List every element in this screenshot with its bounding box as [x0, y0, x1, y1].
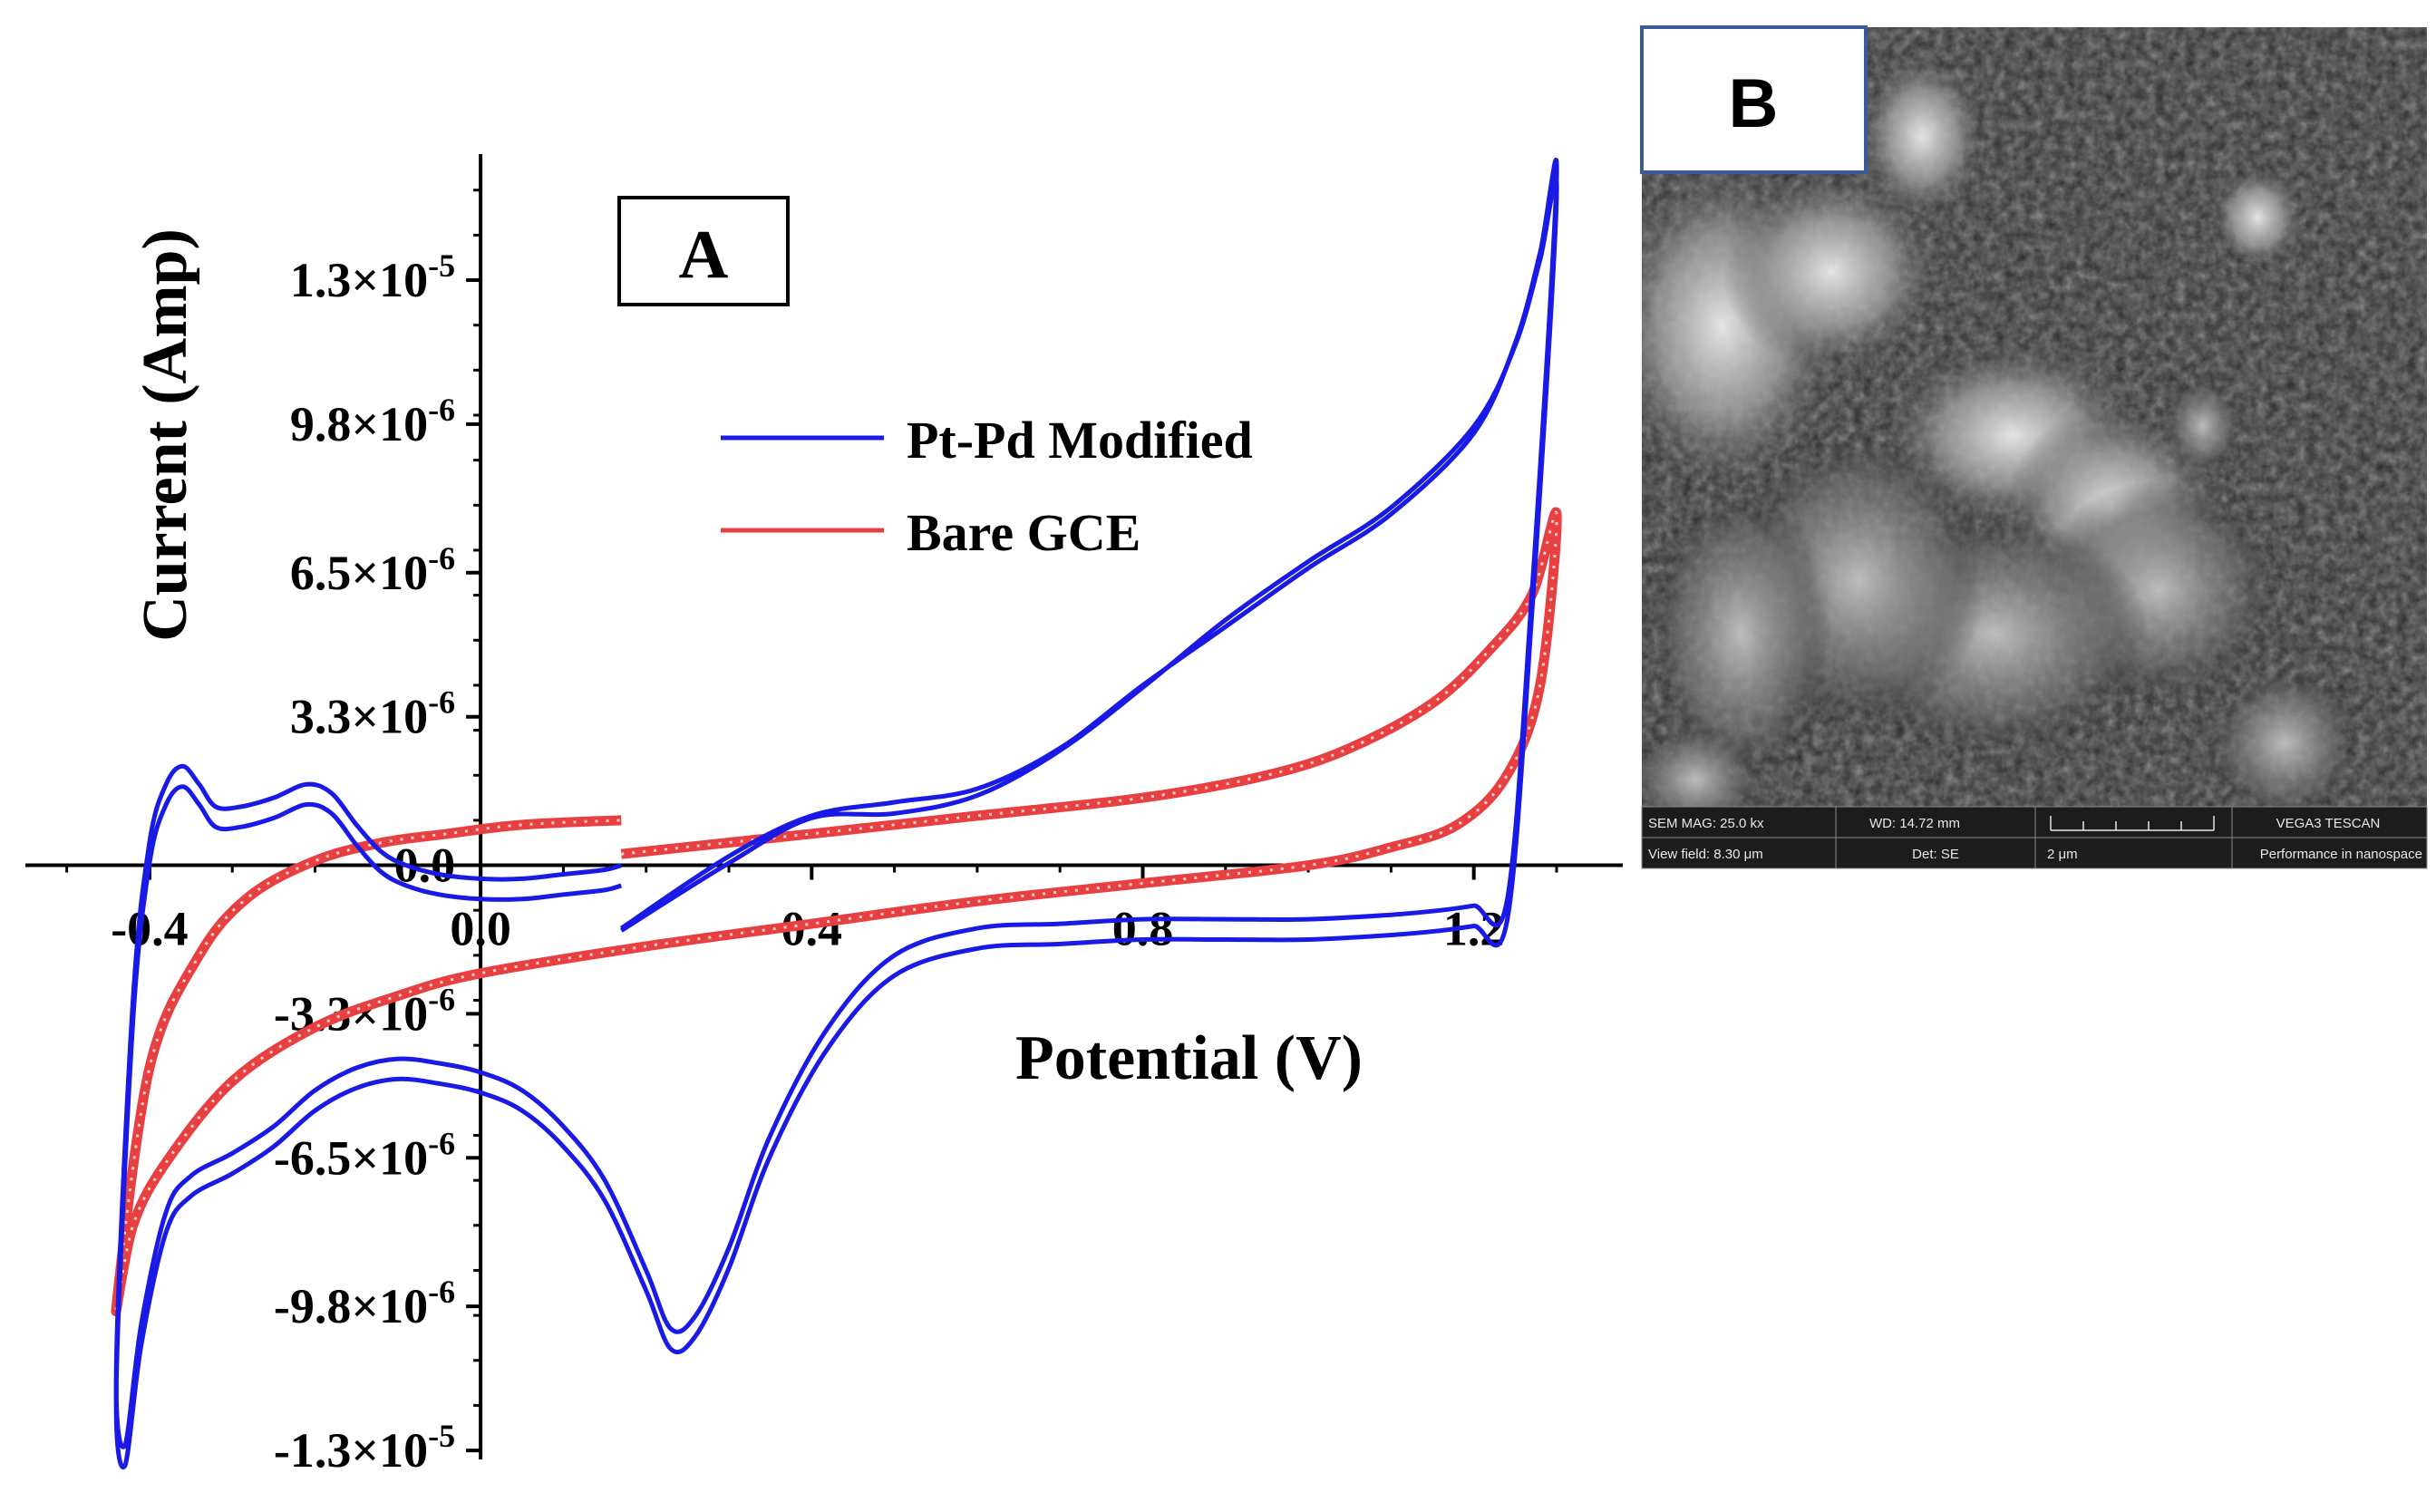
legend-label-pt-pd: Pt-Pd Modified — [907, 411, 1253, 470]
panel-a-chart: -0.4 0.0 0.4 0.8 1.2 1.3×10-5 9.8×10-6 6.5×10-… — [25, 154, 1623, 1478]
x-tick-label: -0.4 — [111, 902, 188, 956]
panel-b-label-box — [1640, 25, 1868, 174]
series-pt-pd-curve — [113, 176, 1559, 1470]
y-tick-label: -6.5×10-6 — [274, 1125, 455, 1185]
series-layer — [111, 157, 1562, 1470]
panel-a-label-box — [617, 196, 790, 306]
sem-scale-ruler — [2050, 816, 2215, 831]
y-tick-label: 3.3×10-6 — [290, 684, 455, 744]
y-tick-label: 6.5×10-6 — [290, 540, 455, 600]
legend: Pt-Pd Modified Bare GCE — [721, 411, 1253, 562]
legend-label-bare-gce: Bare GCE — [907, 503, 1140, 562]
x-ticks: -0.4 0.0 0.4 0.8 1.2 — [65, 865, 1558, 956]
panel-b-sem-image: SEM MAG: 25.0 kx WD: 14.72 mm VEGA3 TESC… — [1640, 25, 2428, 869]
series-pt-pd-curve — [113, 157, 1559, 1449]
y-tick-label: -9.8×10-6 — [274, 1274, 455, 1333]
sem-wd: WD: 14.72 mm — [1869, 816, 1960, 831]
y-tick-label: 1.3×10-5 — [290, 247, 455, 307]
sem-det: Det: SE — [1912, 847, 1959, 862]
sem-scale-label: 2 μm — [2047, 847, 2078, 862]
sem-vega: VEGA3 TESCAN — [2276, 816, 2381, 831]
x-axis-title: Potential (V) — [1015, 1023, 1363, 1093]
sem-mag: SEM MAG: 25.0 kx — [1648, 816, 1764, 831]
y-axis-title: Current (Amp) — [131, 228, 200, 642]
y-tick-label: -1.3×10-5 — [274, 1418, 455, 1478]
sem-view-field: View field: 8.30 μm — [1648, 847, 1763, 862]
x-tick-label: 0.8 — [1112, 902, 1174, 956]
panel-b-label: B — [1729, 65, 1779, 142]
sem-performance: Performance in nanospace — [2260, 847, 2422, 862]
sem-info-bar: SEM MAG: 25.0 kx WD: 14.72 mm VEGA3 TESC… — [1641, 806, 2428, 869]
y-tick-label: 9.8×10-6 — [290, 392, 455, 451]
panel-a-label: A — [679, 217, 729, 293]
series-bare-gce-curve — [111, 507, 1562, 1317]
